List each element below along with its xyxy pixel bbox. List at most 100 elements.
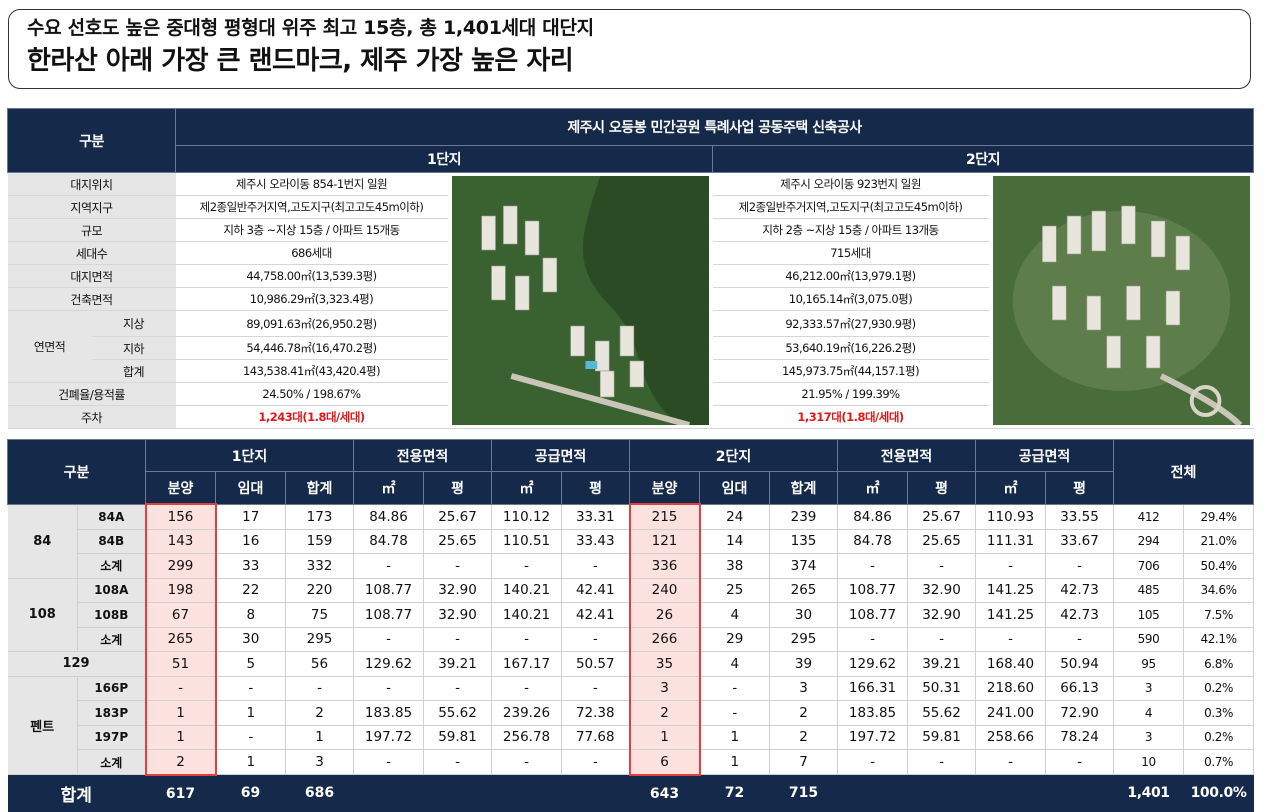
- unit-cell: 258.66: [975, 725, 1047, 750]
- total-cell: 100.0%: [1183, 774, 1255, 812]
- unit-cell: 25.65: [907, 529, 977, 554]
- unit-cell: 173: [285, 504, 355, 530]
- unit-cell: 108.77: [837, 602, 909, 628]
- overview-row-label: 대지위치: [7, 172, 176, 196]
- unit-cell: 42.73: [1045, 578, 1115, 603]
- unit-cell: 32.90: [423, 602, 493, 628]
- total-label: 합계: [7, 774, 147, 812]
- unit-cell: 220: [285, 578, 355, 603]
- unit-cell: 197.72: [837, 725, 909, 750]
- complex-1-value: 44,758.00㎡(13,539.3평): [175, 264, 448, 288]
- unit-cell: 67: [144, 602, 217, 628]
- sub-m2: ㎡: [975, 471, 1047, 505]
- unit-cell: 33.55: [1045, 504, 1115, 530]
- complex-1-value: 제주시 오라이동 854-1번지 일원: [175, 172, 448, 196]
- unit-cell: 1: [144, 725, 217, 750]
- unit-cell: -: [699, 700, 771, 726]
- unit-cell: -: [491, 627, 563, 652]
- unit-cell: 0.2%: [1183, 725, 1255, 750]
- unit-cell: 332: [285, 553, 355, 579]
- unit-cell: -: [1045, 627, 1115, 652]
- unit-cell: 374: [769, 553, 839, 579]
- overview-table: 구분 제주시 오등봉 민간공원 특례사업 공동주택 신축공사 1단지 2단지 대…: [6, 108, 1255, 429]
- unit-cell: 111.31: [975, 529, 1047, 554]
- complex-1-value: 54,446.78㎡(16,470.2평): [175, 336, 448, 360]
- unit-type-label: 소계: [77, 627, 147, 652]
- unit-cell: 39.21: [423, 651, 493, 677]
- unit-cell: 218.60: [975, 676, 1047, 701]
- overview-row-label: 규모: [7, 218, 176, 242]
- overview-row: 지역지구 제2종일반주거지역,고도지구(최고고도45m이하) 제2종일반주거지역,고…: [7, 195, 1254, 219]
- complex-2-photo: [988, 172, 1254, 429]
- unit-cell: 25.65: [423, 529, 493, 554]
- unit-cell: 2: [769, 700, 839, 726]
- unit-cell: 1: [215, 700, 287, 726]
- complex-1-value: 10,986.29㎡(3,323.4평): [175, 287, 448, 311]
- unit-cell: -: [491, 553, 563, 579]
- unit-cell: 72.90: [1045, 700, 1115, 726]
- unit-cell: 265: [144, 627, 217, 652]
- unit-cell: 3: [1113, 725, 1185, 750]
- total-cell: 72: [699, 774, 771, 812]
- complex-2-value: 제주시 오라이동 923번지 일원: [712, 172, 989, 196]
- complex-2-value: 92,333.57㎡(27,930.9평): [712, 310, 989, 337]
- total-cell: [837, 774, 909, 812]
- complex-2-value: 21.95% / 199.39%: [712, 382, 989, 406]
- overview-row-label: 합계: [91, 359, 176, 383]
- table-row: 197P 1-1 197.72 59.81 256.78 77.68 1 1 2 197.72 59…: [8, 725, 1255, 750]
- table-row: 소계 299 33 332- - - -336 38 374- - - -706 50.4%: [8, 553, 1255, 579]
- headline-line-1: 수요 선호도 높은 중대형 평형대 위주 최고 15층, 총 1,401세대 대…: [27, 17, 594, 39]
- unit-cell: 34.6%: [1183, 578, 1255, 603]
- unit-cell: 84.86: [353, 504, 425, 530]
- complex-2-value: 715세대: [712, 241, 989, 265]
- unit-cell: 33: [215, 553, 287, 579]
- unit-cell: 3: [628, 676, 701, 701]
- unit-cell: 77.68: [561, 725, 631, 750]
- unit-cell: -: [423, 627, 493, 652]
- unit-cell: 140.21: [491, 578, 563, 603]
- unit-cell: 84.78: [837, 529, 909, 554]
- unit-supply-header-1: 공급면적: [491, 439, 631, 472]
- unit-cell: 0.2%: [1183, 676, 1255, 701]
- sub-py: 평: [423, 471, 493, 505]
- overview-row: 대지면적 44,758.00㎡(13,539.3평) 46,212.00㎡(13,9…: [7, 264, 1254, 288]
- unit-group-label: 84: [7, 504, 78, 579]
- floor-area-label: 연면적: [7, 310, 92, 383]
- unit-cell: 198: [144, 578, 217, 603]
- complex-1-value: 143,538.41㎡(43,420.4평): [175, 359, 448, 383]
- unit-total-header: 전체: [1113, 439, 1255, 505]
- unit-cell: 29: [699, 627, 771, 652]
- unit-cell: 50.94: [1045, 651, 1115, 677]
- unit-cell: 110.93: [975, 504, 1047, 530]
- total-cell: [423, 774, 493, 812]
- unit-cell: 55.62: [907, 700, 977, 726]
- unit-cell: 29.4%: [1183, 504, 1255, 530]
- unit-cell: 78.24: [1045, 725, 1115, 750]
- sub-sum: 합계: [285, 471, 355, 505]
- total-cell: 686: [285, 774, 355, 812]
- unit-type-label: 84B: [77, 529, 147, 554]
- sub-rent: 임대: [215, 471, 287, 505]
- overview-row-label: 대지면적: [7, 264, 176, 288]
- unit-body: 84 84A 156 17 173 84.86 25.67 110.12 33.31 215 24 2…: [7, 503, 1255, 812]
- complex-2-header: 2단지: [712, 145, 1255, 173]
- sub-py: 평: [561, 471, 631, 505]
- unit-cell: 50.57: [561, 651, 631, 677]
- sub-py: 평: [1045, 471, 1115, 505]
- overview-row: 건축면적 10,986.29㎡(3,323.4평) 10,165.14㎡(3,075…: [7, 287, 1254, 311]
- unit-group-label: 펜트: [7, 676, 78, 775]
- unit-cell: 2: [628, 700, 701, 726]
- overview-row: 주차 1,243대(1.8대/세대) 1,317대(1.8대/세대): [7, 405, 1254, 429]
- unit-cell: 22: [215, 578, 287, 603]
- unit-cell: 56: [285, 651, 355, 677]
- complex-1-value: 1,243대(1.8대/세대): [175, 405, 448, 429]
- unit-cell: 17: [215, 504, 287, 530]
- complex-1-value: 89,091.63㎡(26,950.2평): [175, 310, 448, 337]
- total-cell: [907, 774, 977, 812]
- complex-1-value: 24.50% / 198.67%: [175, 382, 448, 406]
- unit-cell: 30: [769, 602, 839, 628]
- complex-1-value: 제2종일반주거지역,고도지구(최고고도45m이하): [175, 195, 448, 219]
- unit-cell: -: [699, 676, 771, 701]
- total-cell: 715: [769, 774, 839, 812]
- unit-table: 구분 1단지 전용면적 공급면적 2단지 전용면적 공급면적 전체 분양 임대 …: [6, 439, 1255, 812]
